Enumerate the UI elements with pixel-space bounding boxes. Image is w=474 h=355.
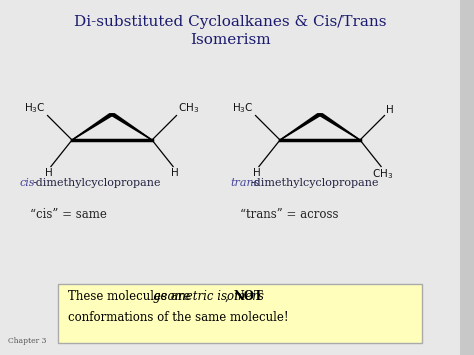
Text: “trans” = across: “trans” = across <box>240 208 338 221</box>
Text: H$_3$C: H$_3$C <box>24 101 46 115</box>
Text: geometric isomers: geometric isomers <box>153 290 264 303</box>
Text: ,: , <box>225 290 233 303</box>
Text: These molecules are: These molecules are <box>68 290 194 303</box>
Text: Isomerism: Isomerism <box>190 33 270 47</box>
Text: trans: trans <box>230 178 259 188</box>
Text: -dimethylcyclopropane: -dimethylcyclopropane <box>251 178 379 188</box>
Text: CH$_3$: CH$_3$ <box>179 101 200 115</box>
Text: CH$_3$: CH$_3$ <box>373 168 394 181</box>
Text: “cis” = same: “cis” = same <box>30 208 107 221</box>
Polygon shape <box>317 114 360 140</box>
FancyBboxPatch shape <box>58 284 422 343</box>
FancyBboxPatch shape <box>0 0 460 355</box>
Text: Di-substituted Cycloalkanes & Cis/Trans: Di-substituted Cycloalkanes & Cis/Trans <box>74 15 386 29</box>
Text: H: H <box>253 168 261 178</box>
Text: H: H <box>386 104 394 115</box>
Text: conformations of the same molecule!: conformations of the same molecule! <box>68 311 289 324</box>
Polygon shape <box>109 114 152 140</box>
Polygon shape <box>280 114 323 140</box>
Text: H: H <box>171 168 179 178</box>
Text: -dimethylcyclopropane: -dimethylcyclopropane <box>33 178 161 188</box>
Text: H$_3$C: H$_3$C <box>232 101 254 115</box>
Text: NOT: NOT <box>234 290 264 303</box>
Text: Chapter 3: Chapter 3 <box>8 337 46 345</box>
Polygon shape <box>72 114 115 140</box>
Text: cis: cis <box>20 178 36 188</box>
Text: H: H <box>45 168 53 178</box>
